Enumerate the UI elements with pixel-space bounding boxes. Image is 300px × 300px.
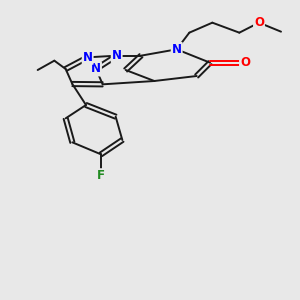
Text: F: F bbox=[97, 169, 105, 182]
Text: N: N bbox=[83, 51, 93, 64]
Text: O: O bbox=[240, 56, 250, 69]
Text: N: N bbox=[172, 43, 182, 56]
Text: N: N bbox=[91, 62, 101, 76]
Text: N: N bbox=[112, 49, 122, 62]
Text: O: O bbox=[254, 16, 264, 29]
